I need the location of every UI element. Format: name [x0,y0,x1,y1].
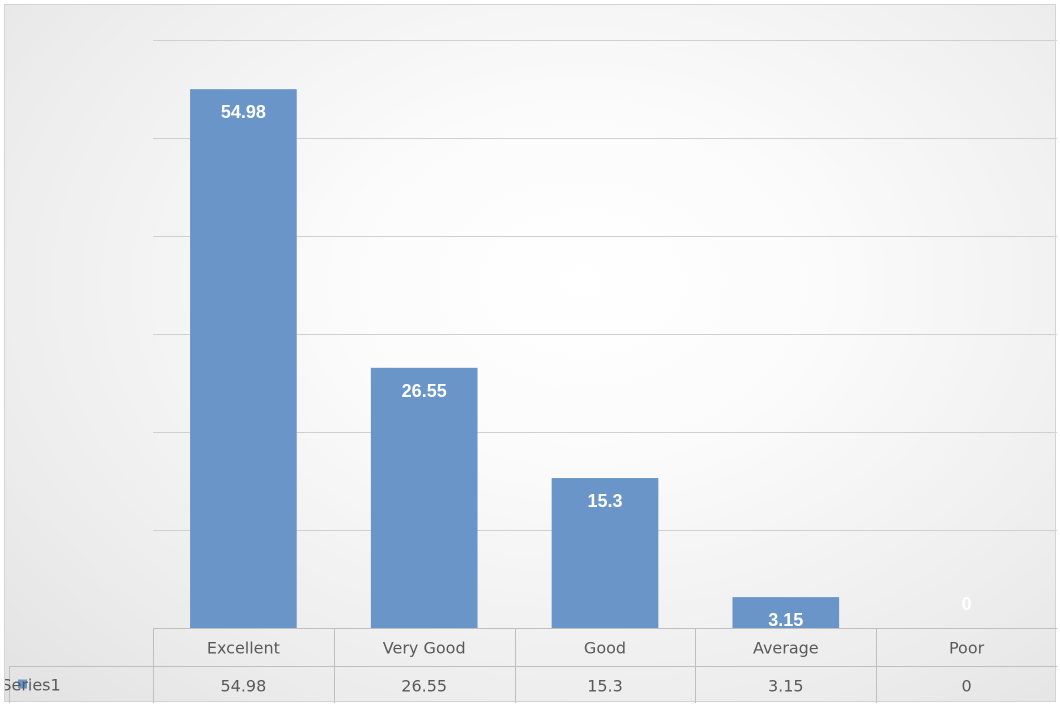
bar-average [732,597,840,628]
tick-label-4: Poor [949,639,985,658]
tick-label-0: Excellent [207,639,280,658]
legend-label-series1: Series1 [5,676,61,695]
table-value-2: 15.3 [587,677,623,696]
table-value-0: 54.98 [220,677,266,696]
table-value-3: 3.15 [768,677,804,696]
data-label-4: 0 [962,594,972,614]
tick-label-2: Good [584,639,626,658]
data-label-0: 54.98 [221,102,266,122]
bar-very-good [370,367,478,628]
tick-label-1: Very Good [383,639,466,658]
tick-label-3: Average [753,639,819,658]
table-value-1: 26.55 [401,677,447,696]
legend-key-series1 [18,679,27,689]
data-label-2: 15.3 [587,491,622,511]
chart-frame: 54.98 26.55 15.3 3.15 0 Excellent 54.98 Very Go… [4,4,1057,703]
bar-good [551,478,659,628]
bar-chart: 54.98 26.55 15.3 3.15 0 Excellent 54.98 Very Go… [5,40,1057,703]
bar-excellent [190,89,297,629]
data-label-3: 3.15 [768,610,803,630]
table-value-4: 0 [962,677,972,696]
data-label-1: 26.55 [402,381,447,401]
